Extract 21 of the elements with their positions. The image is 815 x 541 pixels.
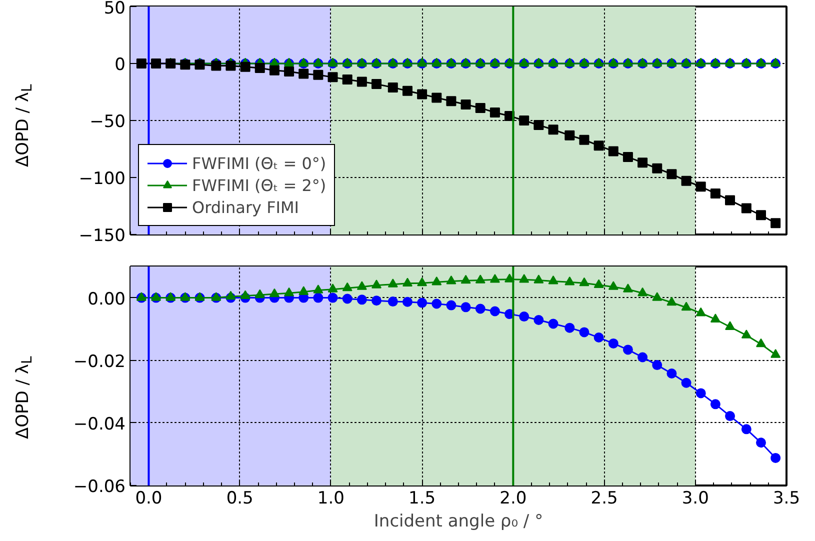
y-tick-label: −0.02 [73,352,126,372]
x-axis-title: Incident angle ρ₀ / ° [374,512,544,532]
y-tick-label: −0.04 [73,414,126,434]
y-tick-label: −0.06 [73,477,126,497]
x-tick-label: 3.0 [682,488,709,508]
legend-label: FWFIMI (Θₜ = 0°) [192,154,326,172]
x-tick-label: 0.5 [226,488,254,508]
x-tick-label: 1.0 [317,488,344,508]
x-tick-label: 1.5 [408,488,436,508]
y-tick-label: −50 [90,112,126,132]
y-tick-label: 50 [104,0,126,18]
x-tick-label: 2.0 [500,488,527,508]
y-tick-label: 0 [114,55,126,75]
legend-label: FWFIMI (Θₜ = 2°) [192,176,326,194]
y-tick-label: 0.00 [88,289,126,310]
legend-label: Ordinary FIMI [192,198,300,216]
y-tick-label: −150 [78,226,126,246]
x-tick-label: 3.5 [772,488,800,508]
x-tick-label: 2.5 [590,488,618,508]
y-tick-label: −100 [78,169,126,189]
x-tick-label: 0.0 [135,488,162,508]
